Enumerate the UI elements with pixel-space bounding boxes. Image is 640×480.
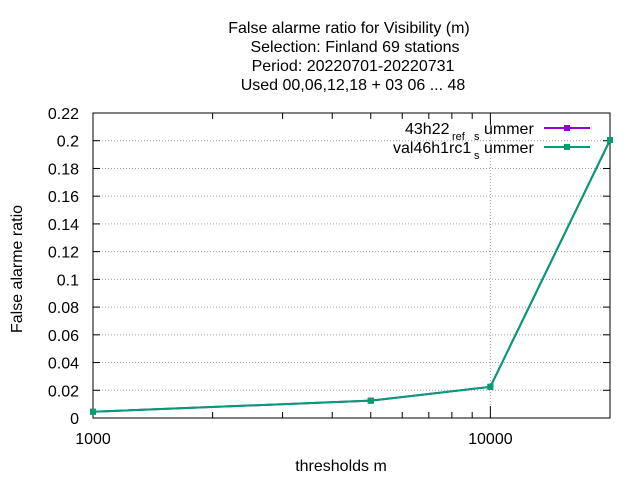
y-tick-label: 0.1: [57, 272, 79, 289]
legend: 43h22 ref s ummer val46h1rc1 s ummer: [393, 121, 590, 162]
x-tick-label: 1000: [75, 431, 111, 448]
legend-entry-2: val46h1rc1 s ummer: [393, 140, 590, 162]
y-tick-label: 0.12: [48, 245, 79, 262]
y-tick-label: 0.16: [48, 189, 79, 206]
legend-marker-2: [564, 144, 570, 150]
y-tick-label: 0.14: [48, 217, 79, 234]
series-layer: [90, 137, 613, 415]
y-tick-label: 0.18: [48, 161, 79, 178]
legend-label-1-sub2: ummer: [484, 121, 534, 138]
legend-label-2-main: val46h1rc1: [393, 140, 471, 157]
y-tick-label: 0.08: [48, 300, 79, 317]
legend-label-2-s: s: [474, 150, 480, 162]
x-tick-label: 10000: [468, 431, 513, 448]
legend-marker-1: [564, 125, 570, 131]
legend-entry-1: 43h22 ref s ummer: [405, 121, 590, 143]
y-tick-label: 0: [70, 411, 79, 428]
plot-frame: [92, 112, 611, 419]
y-tick-label: 0.02: [48, 383, 79, 400]
x-axis-label: thresholds m: [295, 458, 387, 475]
title-line-1: False alarme ratio for Visibility (m): [228, 20, 470, 37]
y-tick-label: 0.04: [48, 356, 79, 373]
series-line-1: [92, 139, 611, 413]
y-tick-label: 0.22: [48, 106, 79, 123]
series-2-point: [90, 408, 96, 415]
y-tick-label: 0.2: [57, 134, 79, 151]
legend-label-1-s: s: [474, 131, 480, 143]
y-axis-label: False alarme ratio: [9, 205, 26, 333]
chart-title: False alarme ratio for Visibility (m) Se…: [228, 20, 470, 94]
grid-lines: [93, 113, 610, 418]
title-line-3: Period: 20220701-20220731: [252, 58, 455, 75]
title-line-2: Selection: Finland 69 stations: [250, 39, 459, 56]
series-2-point: [367, 397, 374, 404]
legend-label-2-sub2: ummer: [484, 140, 534, 157]
title-line-4: Used 00,06,12,18 + 03 06 ... 48: [241, 77, 466, 94]
series-line-2: [92, 139, 611, 413]
legend-label-1-main: 43h22: [405, 121, 450, 138]
series-2-point: [607, 137, 613, 144]
axis-ticks: 0 0.02 0.04 0.06 0.08 0.1 0.12 0.14 0.16 0.18 0.2 0…: [48, 106, 610, 448]
series-2-point: [487, 383, 494, 390]
y-tick-label: 0.06: [48, 328, 79, 345]
legend-label-1-sub1: ref: [452, 131, 466, 143]
